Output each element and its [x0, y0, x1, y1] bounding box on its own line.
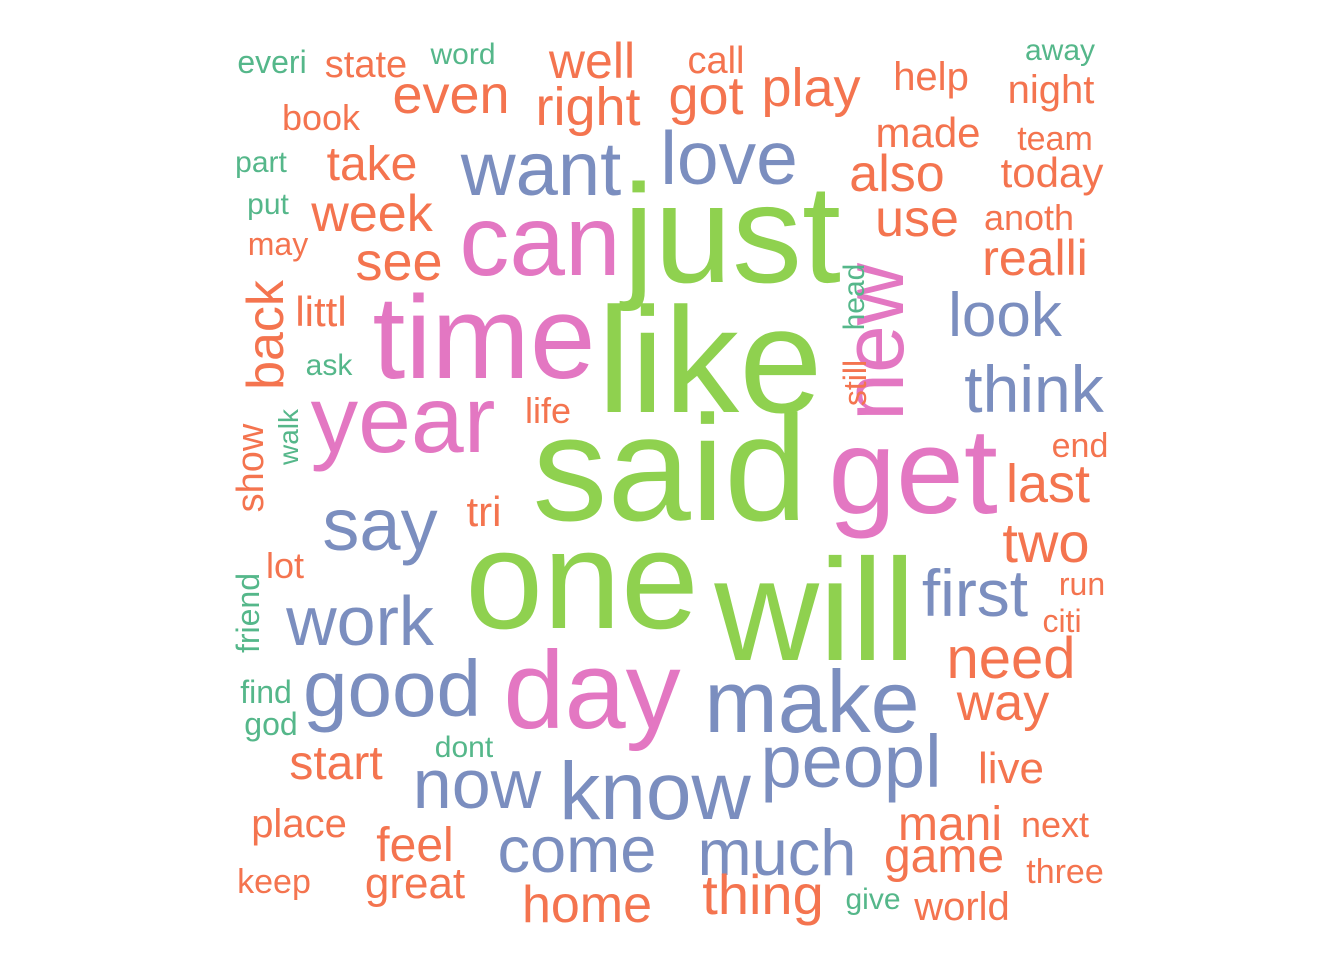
- word-take: take: [327, 138, 418, 191]
- word-week: week: [310, 185, 433, 243]
- word-ask: ask: [306, 349, 354, 382]
- word-make: make: [704, 652, 919, 751]
- word-one: one: [465, 501, 699, 658]
- word-said: said: [532, 384, 807, 552]
- word-littl: littl: [295, 288, 346, 335]
- word-want: want: [460, 127, 622, 212]
- word-still: still: [837, 360, 873, 406]
- word-made: made: [875, 109, 980, 156]
- word-say: say: [322, 483, 437, 566]
- word-find: find: [240, 674, 292, 710]
- word-time: time: [373, 272, 596, 404]
- word-state: state: [325, 44, 407, 86]
- word-team: team: [1017, 120, 1093, 158]
- word-also: also: [849, 145, 944, 203]
- word-two: two: [1002, 511, 1089, 574]
- word-much: much: [698, 816, 857, 889]
- word-live: live: [978, 744, 1044, 793]
- word-tri: tri: [467, 488, 502, 535]
- word-home: home: [522, 876, 652, 934]
- word-mani: mani: [898, 798, 1002, 851]
- word-help: help: [893, 55, 969, 99]
- word-place: place: [251, 802, 347, 846]
- word-lot: lot: [266, 545, 304, 586]
- word-everi: everi: [237, 44, 306, 80]
- word-run: run: [1059, 566, 1105, 602]
- word-dont: dont: [435, 731, 494, 764]
- word-world: world: [913, 885, 1010, 929]
- word-see: see: [355, 232, 442, 292]
- word-feel: feel: [376, 819, 453, 872]
- word-even: even: [392, 65, 509, 125]
- word-can: can: [459, 185, 620, 297]
- word-right: right: [535, 77, 640, 137]
- word-use: use: [875, 190, 959, 248]
- word-just: just: [619, 155, 841, 312]
- word-life: life: [525, 390, 571, 431]
- word-away: away: [1025, 34, 1095, 67]
- word-now: now: [413, 745, 542, 823]
- word-friend: friend: [230, 573, 266, 653]
- word-know: know: [559, 746, 751, 837]
- word-last: last: [1006, 454, 1090, 514]
- word-look: look: [948, 281, 1063, 350]
- word-got: got: [668, 66, 743, 126]
- word-give: give: [845, 883, 900, 916]
- word-need: need: [946, 626, 1075, 691]
- word-work: work: [285, 582, 435, 660]
- word-anoth: anoth: [984, 197, 1074, 238]
- word-year: year: [311, 367, 496, 473]
- word-put: put: [247, 188, 289, 221]
- word-day: day: [503, 629, 680, 752]
- word-peopl: peopl: [760, 720, 941, 803]
- word-keep: keep: [237, 863, 311, 901]
- word-like: like: [597, 276, 822, 444]
- word-game: game: [884, 830, 1004, 883]
- word-back: back: [237, 279, 295, 390]
- word-good: good: [303, 644, 481, 733]
- word-love: love: [660, 116, 798, 200]
- word-play: play: [761, 58, 860, 118]
- word-citi: citi: [1042, 603, 1081, 639]
- word-start: start: [289, 737, 382, 790]
- word-three: three: [1026, 853, 1104, 891]
- word-book: book: [282, 97, 361, 138]
- word-thing: thing: [702, 863, 823, 926]
- word-well: well: [548, 33, 635, 89]
- word-next: next: [1021, 804, 1089, 845]
- word-god: god: [244, 706, 297, 742]
- word-show: show: [230, 423, 272, 512]
- word-realli: realli: [982, 230, 1088, 286]
- word-word: word: [429, 38, 495, 71]
- word-end: end: [1052, 427, 1109, 465]
- word-will: will: [713, 529, 915, 691]
- word-may: may: [248, 226, 308, 262]
- word-great: great: [365, 859, 465, 908]
- word-first: first: [922, 556, 1028, 630]
- word-think: think: [964, 352, 1104, 426]
- word-today: today: [1001, 149, 1104, 196]
- word-night: night: [1008, 68, 1095, 112]
- word-new: new: [826, 262, 922, 421]
- word-come: come: [498, 813, 657, 886]
- word-way: way: [956, 674, 1049, 732]
- word-get: get: [828, 403, 998, 539]
- word-part: part: [235, 146, 287, 179]
- word-walk: walk: [273, 408, 304, 466]
- word-head: head: [838, 264, 871, 331]
- word-call: call: [687, 40, 744, 82]
